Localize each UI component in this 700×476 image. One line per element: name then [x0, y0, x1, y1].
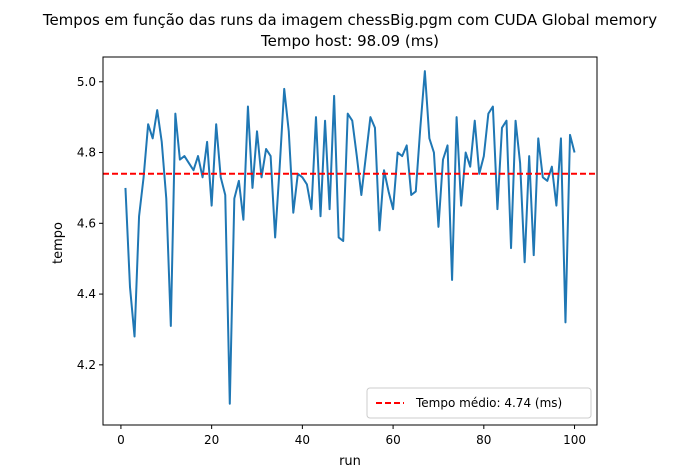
- x-tick-label: 40: [295, 433, 310, 447]
- plot-area: [103, 70, 597, 405]
- axes-frame: [102, 56, 598, 426]
- x-tick-label: 80: [476, 433, 491, 447]
- y-tick-label: 4.2: [77, 358, 96, 372]
- x-tick-label: 100: [563, 433, 586, 447]
- legend-label-mean: Tempo médio: 4.74 (ms): [415, 396, 562, 410]
- y-tick-label: 4.6: [77, 216, 96, 230]
- series-line-1: [124, 70, 576, 405]
- y-axis-label: tempo: [51, 222, 66, 264]
- x-axis-label: run: [339, 454, 361, 469]
- x-tick-label: 60: [385, 433, 400, 447]
- chart-subtitle: Tempo host: 98.09 (ms): [260, 32, 439, 50]
- chart-title: Tempos em função das runs da imagem ches…: [42, 11, 657, 29]
- y-tick-label: 4.4: [77, 287, 96, 301]
- axes: 0 20 40 60 80 100 4.2 4.4 4.6 4.8 5.0: [77, 56, 598, 447]
- legend-frame: [366, 387, 592, 419]
- y-tick-label: 5.0: [77, 75, 96, 89]
- y-tick-label: 4.8: [77, 146, 96, 160]
- x-tick-label: 0: [117, 433, 125, 447]
- legend: Tempo médio: 4.74 (ms): [366, 387, 592, 419]
- x-tick-label: 20: [204, 433, 219, 447]
